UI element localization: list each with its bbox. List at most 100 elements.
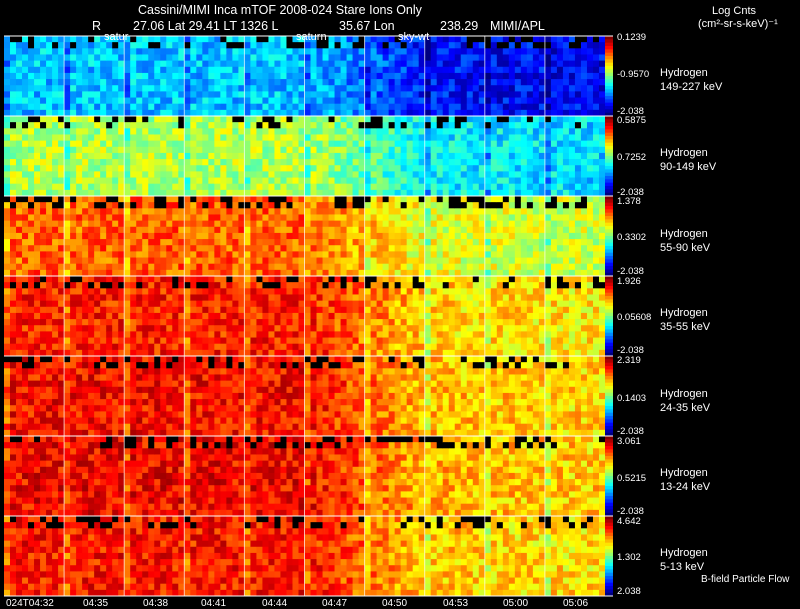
heatmap-cell <box>484 251 492 258</box>
heatmap-cell <box>88 251 95 258</box>
heatmap-cell <box>334 97 341 105</box>
heatmap-cell <box>70 122 77 129</box>
heatmap-cell <box>286 165 293 172</box>
heatmap-cell <box>388 226 396 234</box>
heatmap-cell <box>154 257 161 265</box>
heatmap-cell <box>118 171 125 178</box>
heatmap-cell <box>442 306 450 314</box>
heatmap-cell <box>184 343 191 351</box>
heatmap-cell <box>238 337 245 345</box>
heatmap-cell <box>94 134 101 142</box>
heatmap-cell <box>106 116 113 123</box>
heatmap-cell <box>292 306 299 314</box>
heatmap-cell <box>58 312 65 320</box>
heatmap-cell <box>598 97 606 105</box>
heatmap-cell <box>124 263 131 271</box>
heatmap-cell <box>580 109 588 117</box>
heatmap-cell <box>220 276 227 283</box>
heatmap-cell <box>160 66 167 74</box>
heatmap-cell <box>148 251 155 258</box>
heatmap-cell <box>448 214 456 222</box>
heatmap-cell <box>46 128 53 135</box>
heatmap-cell <box>4 48 11 55</box>
heatmap-cell <box>598 214 606 222</box>
heatmap-cell <box>142 91 149 98</box>
heatmap-cell <box>64 214 71 222</box>
heatmap-cell <box>592 60 600 68</box>
heatmap-cell <box>220 349 227 357</box>
heatmap-cell <box>316 66 323 74</box>
heatmap-cell <box>130 343 137 351</box>
heatmap-cell <box>10 343 17 351</box>
heatmap-cell <box>388 325 396 332</box>
heatmap-cell <box>448 122 456 129</box>
heatmap-cell <box>412 165 420 172</box>
heatmap-cell <box>82 276 89 283</box>
heatmap-cell <box>436 220 444 228</box>
heatmap-cell <box>412 276 420 283</box>
heatmap-cell <box>208 140 215 148</box>
heatmap-cell <box>100 116 107 123</box>
heatmap-cell <box>244 220 251 228</box>
heatmap-cell <box>328 196 335 203</box>
heatmap-cell <box>496 251 504 258</box>
heatmap-cell <box>208 177 215 185</box>
heatmap-cell <box>244 269 251 277</box>
heatmap-cell <box>286 97 293 105</box>
heatmap-cell <box>406 116 414 123</box>
heatmap-cell <box>52 122 59 129</box>
colorbar-segment <box>605 129 613 134</box>
heatmap-cell <box>298 140 305 148</box>
heatmap-cell <box>478 116 486 123</box>
heatmap-cell <box>130 312 137 320</box>
heatmap-cell <box>268 202 275 209</box>
heatmap-cell <box>238 312 245 320</box>
heatmap-cell <box>316 325 323 332</box>
heatmap-cell <box>106 140 113 148</box>
heatmap-cell <box>352 79 359 86</box>
heatmap-cell <box>70 189 77 197</box>
heatmap-cell <box>580 196 588 203</box>
heatmap-cell <box>40 54 47 62</box>
heatmap-cell <box>262 79 269 86</box>
heatmap-cell <box>358 331 365 338</box>
heatmap-cell <box>40 66 47 74</box>
heatmap-cell <box>196 177 203 185</box>
heatmap-cell <box>238 165 245 172</box>
heatmap-cell <box>562 91 570 98</box>
heatmap-cell <box>154 306 161 314</box>
heatmap-cell <box>316 331 323 338</box>
heatmap-cell <box>256 177 263 185</box>
heatmap-cell <box>166 306 173 314</box>
heatmap-cell <box>40 116 47 123</box>
heatmap-cell <box>514 208 522 215</box>
heatmap-cell <box>316 103 323 111</box>
heatmap-cell <box>154 140 161 148</box>
heatmap-cell <box>592 109 600 117</box>
heatmap-cell <box>508 128 516 135</box>
heatmap-cell <box>124 159 131 166</box>
heatmap-cell <box>364 72 372 80</box>
heatmap-cell <box>412 251 420 258</box>
heatmap-cell <box>118 282 125 289</box>
heatmap-cell <box>52 183 59 191</box>
heatmap-cell <box>184 282 191 289</box>
heatmap-cell <box>472 288 480 295</box>
heatmap-cell <box>286 72 293 80</box>
heatmap-cell <box>280 306 287 314</box>
heatmap-cell <box>328 109 335 117</box>
heatmap-cell <box>268 42 275 49</box>
heatmap-cell <box>562 146 570 154</box>
heatmap-cell <box>4 232 11 240</box>
heatmap-cell <box>358 306 365 314</box>
heatmap-cell <box>256 269 263 277</box>
heatmap-cell <box>220 337 227 345</box>
heatmap-cell <box>22 177 29 185</box>
heatmap-cell <box>142 116 149 123</box>
heatmap-cell <box>46 60 53 68</box>
heatmap-cell <box>226 257 233 265</box>
heatmap-cell <box>64 319 71 326</box>
heatmap-cell <box>460 72 468 80</box>
heatmap-cell <box>190 288 197 295</box>
heatmap-cell <box>346 337 353 345</box>
